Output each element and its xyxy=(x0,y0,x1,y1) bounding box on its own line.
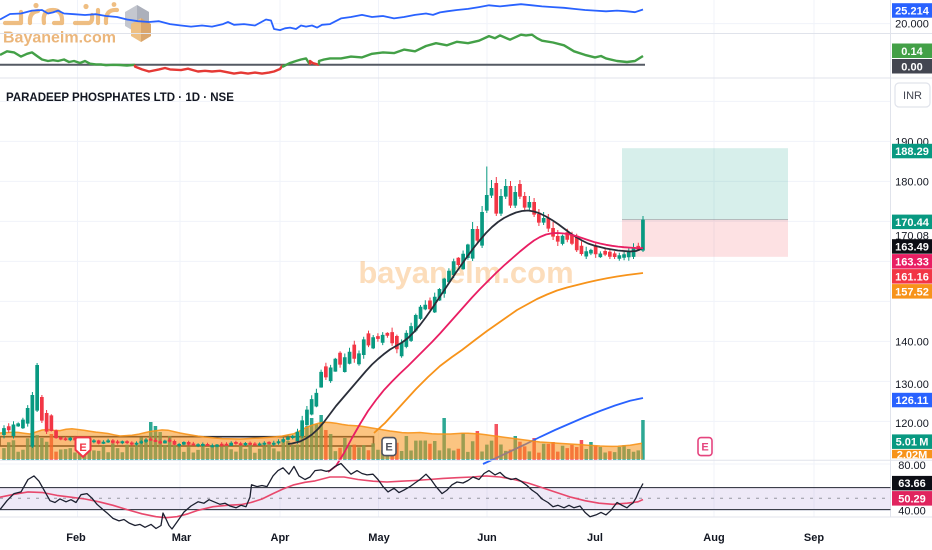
svg-text:163.49: 163.49 xyxy=(895,241,929,253)
svg-text:Apr: Apr xyxy=(271,532,291,544)
svg-text:130.00: 130.00 xyxy=(895,379,929,391)
svg-text:63.66: 63.66 xyxy=(898,478,926,490)
svg-text:180.00: 180.00 xyxy=(895,176,929,188)
svg-text:80.00: 80.00 xyxy=(898,460,926,472)
svg-text:May: May xyxy=(368,532,390,544)
svg-text:Mar: Mar xyxy=(172,532,192,544)
svg-text:Jul: Jul xyxy=(587,532,603,544)
svg-text:E: E xyxy=(385,442,392,454)
svg-text:25.214: 25.214 xyxy=(895,6,930,18)
svg-text:INR: INR xyxy=(903,90,922,102)
svg-text:Feb: Feb xyxy=(66,532,86,544)
svg-text:163.33: 163.33 xyxy=(895,256,929,268)
svg-text:40.00: 40.00 xyxy=(898,506,926,518)
svg-text:161.16: 161.16 xyxy=(895,271,929,283)
svg-text:PARADEEP PHOSPHATES LTD · 1D ·: PARADEEP PHOSPHATES LTD · 1D · NSE xyxy=(6,92,234,104)
svg-text:Sep: Sep xyxy=(804,532,824,544)
svg-text:E: E xyxy=(701,442,708,454)
svg-text:20.000: 20.000 xyxy=(895,19,929,31)
svg-text:Jun: Jun xyxy=(477,532,497,544)
svg-text:188.29: 188.29 xyxy=(895,146,929,158)
svg-text:Aug: Aug xyxy=(703,532,724,544)
svg-text:2.02M: 2.02M xyxy=(897,450,928,462)
svg-text:E: E xyxy=(79,442,86,454)
svg-text:5.01 M: 5.01 M xyxy=(896,437,929,449)
svg-text:157.52: 157.52 xyxy=(895,286,929,298)
svg-text:126.11: 126.11 xyxy=(895,395,928,407)
svg-text:Bayanelm.com: Bayanelm.com xyxy=(3,30,116,47)
svg-text:170.44: 170.44 xyxy=(895,217,930,229)
svg-text:0.14: 0.14 xyxy=(901,46,923,58)
svg-text:0.00: 0.00 xyxy=(901,61,922,73)
svg-text:bayanelm.com: bayanelm.com xyxy=(358,255,573,290)
svg-text:140.00: 140.00 xyxy=(895,336,929,348)
svg-text:120.00: 120.00 xyxy=(895,418,929,430)
svg-text:50.29: 50.29 xyxy=(898,493,926,505)
